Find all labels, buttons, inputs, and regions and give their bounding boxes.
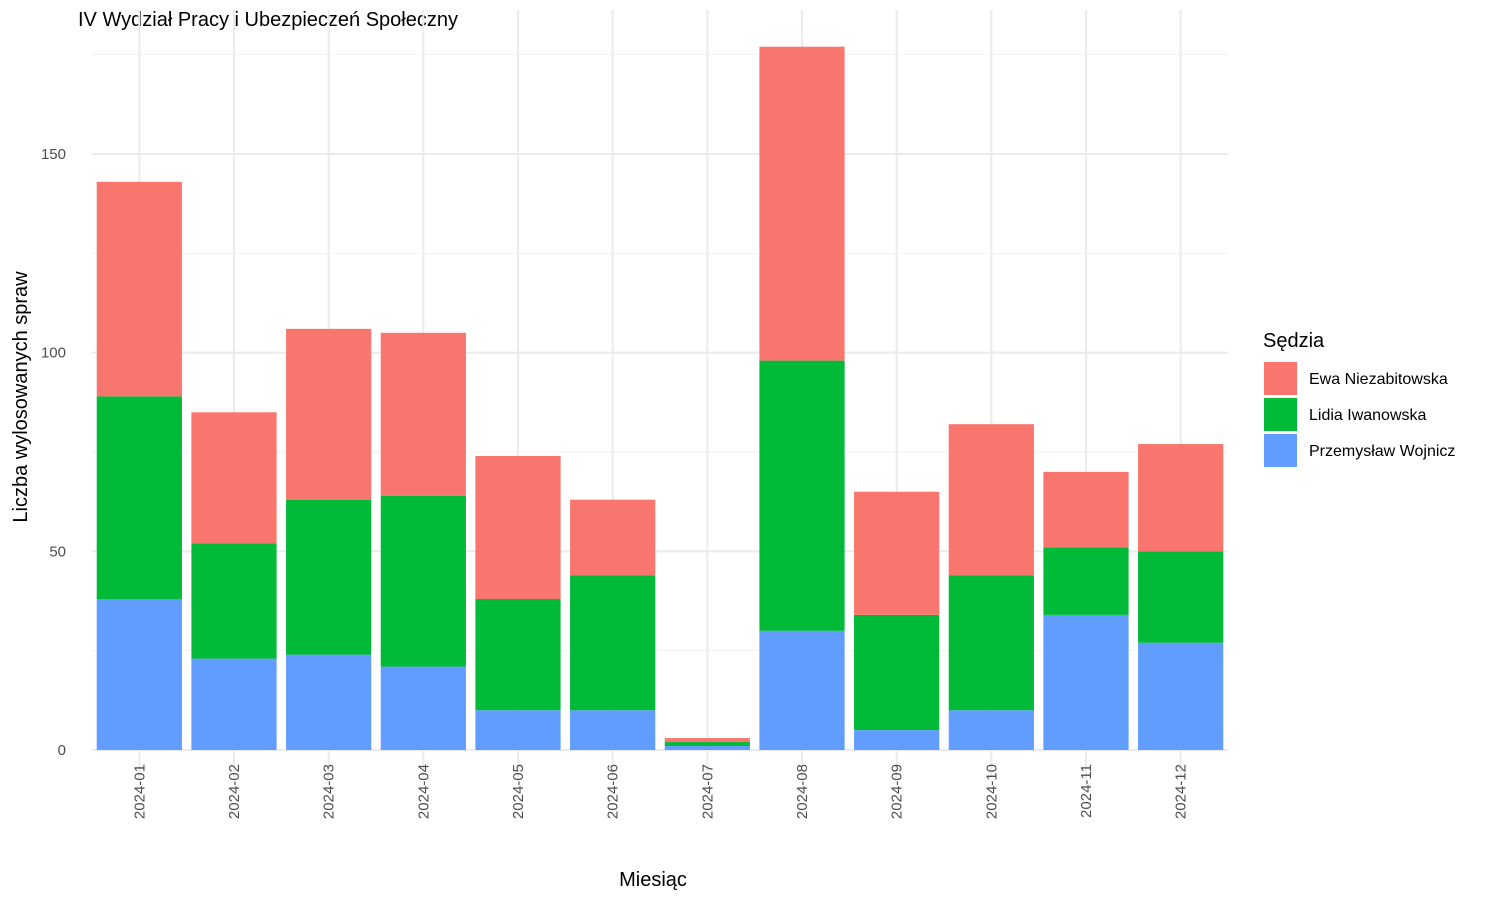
bar-segment [1043,547,1129,615]
bar-segment [475,710,561,750]
x-tick-label: 2024-08 [794,764,811,819]
y-tick-label: 0 [58,742,66,759]
bar-segment [854,614,940,731]
chart-title: IV Wydział Pracy i Ubezpieczeń Społeczny [78,9,458,31]
y-axis-ticks: 0 50 100 150 [41,146,66,759]
legend-label: Ewa Niezabitowska [1309,371,1448,388]
x-tick-label: 2024-09 [889,764,906,819]
bar-segment [286,654,372,750]
bar-segment [664,738,750,743]
bar-segment [948,424,1034,576]
bar-segment [948,710,1034,750]
bar-segment [854,491,940,615]
bar-segment [286,499,372,655]
bar-segment [570,710,656,750]
legend-label: Lidia Iwanowska [1309,407,1427,424]
y-axis-title: Liczba wylosowanych spraw [10,271,32,523]
x-tick-label: 2024-02 [226,764,243,819]
x-tick-label: 2024-05 [510,764,527,819]
x-tick-label: 2024-06 [605,764,622,819]
y-tick-label: 100 [41,345,66,362]
bar-segment [380,332,466,496]
legend-label: Przemysław Wojnicz [1309,443,1455,460]
legend: Sędzia Ewa Niezabitowska Lidia Iwanowska P… [1263,330,1455,467]
bar-segment [948,575,1034,711]
bar-segment [475,455,561,600]
y-tick-label: 150 [41,146,66,163]
bar-segment [570,499,656,576]
y-tick-label: 50 [49,543,66,560]
x-tick-label: 2024-01 [131,764,148,819]
x-axis-title: Miesiąc [619,869,687,891]
bars [96,46,1224,750]
legend-title: Sędzia [1263,330,1325,352]
bar-segment [1138,444,1224,552]
bar-segment [191,543,277,659]
bar-segment [664,742,750,747]
bar-segment [1043,471,1129,548]
bar-segment [759,360,845,631]
bar-segment [96,396,182,600]
x-tick-label: 2024-12 [1173,764,1190,819]
grid-minor-lines [92,54,1228,652]
bar-segment [380,495,466,667]
bar-segment [380,666,466,750]
bar-segment [759,630,845,750]
bar-segment [759,46,845,361]
bar-segment [854,730,940,750]
x-tick-label: 2024-07 [699,764,716,819]
bar-segment [191,412,277,544]
x-tick-label: 2024-11 [1078,764,1095,818]
x-tick-label: 2024-04 [415,764,432,819]
bar-segment [96,181,182,397]
x-axis-ticks: 2024-01 2024-02 2024-03 2024-04 2024-05 2024-… [131,764,1189,819]
legend-key [1264,434,1297,467]
bar-segment [664,746,750,750]
x-tick-label: 2024-03 [321,764,338,819]
bar-segment [570,575,656,711]
bar-segment [1043,614,1129,750]
bar-segment [286,328,372,500]
bar-segment [96,599,182,750]
bar-segment [1138,642,1224,750]
legend-key [1264,362,1297,395]
bar-segment [191,658,277,750]
bar-segment [475,599,561,711]
bar-segment [1138,551,1224,643]
legend-key [1264,398,1297,431]
x-tick-label: 2024-10 [983,764,1000,819]
